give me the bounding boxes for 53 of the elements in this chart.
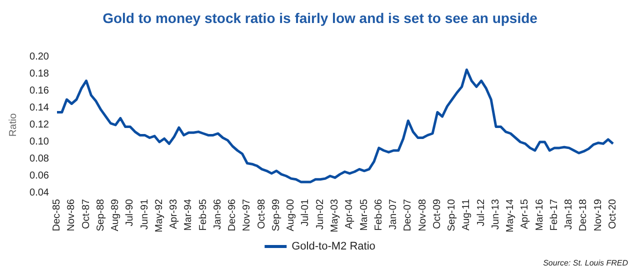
x-tick-label: Feb-95 <box>198 198 209 231</box>
x-tick-label: Mar-94 <box>183 198 194 231</box>
x-tick-label: Apr-93 <box>168 198 180 230</box>
x-tick-label: May-92 <box>154 198 165 232</box>
x-tick-label: Mar-05 <box>358 198 370 231</box>
source-note: Source: St. Louis FRED <box>543 258 628 268</box>
legend-label: Gold-to-M2 Ratio <box>292 240 376 252</box>
x-tick-label: Jul-01 <box>300 198 312 226</box>
y-axis-title: Ratio <box>8 112 20 137</box>
y-tick-label: 0.14 <box>30 102 50 114</box>
x-tick-label: Nov-08 <box>417 198 428 232</box>
x-tick-label: Dec-18 <box>578 198 590 232</box>
x-tick-label: Oct-09 <box>432 198 443 230</box>
x-tick-label: Jun-13 <box>490 198 502 230</box>
x-tick-label: Oct-20 <box>608 198 618 230</box>
x-tick-label: Mar-16 <box>534 198 546 231</box>
x-tick-label: Jun-02 <box>314 198 326 230</box>
x-tick-label: Oct-87 <box>80 198 92 230</box>
x-tick-label: May-03 <box>330 198 340 232</box>
x-tick-label: Feb-06 <box>373 198 384 231</box>
y-tick-label: 0.06 <box>30 170 50 182</box>
x-tick-label: Aug-00 <box>286 198 297 232</box>
x-tick-label: Dec-85 <box>52 198 62 232</box>
x-tick-label: Jan-18 <box>564 198 575 230</box>
x-tick-label: Aug-11 <box>461 198 472 231</box>
y-tick-label: 0.10 <box>30 136 50 148</box>
x-tick-label: Feb-17 <box>548 198 560 231</box>
x-tick-label: Dec-96 <box>227 198 238 232</box>
x-tick-label: May-14 <box>505 198 516 232</box>
x-tick-label: Aug-89 <box>110 198 122 232</box>
x-tick-label: Jan-96 <box>212 198 224 230</box>
x-tick-label: Apr-15 <box>520 198 531 230</box>
x-tick-label: Nov-19 <box>592 198 604 232</box>
x-tick-label: Jul-90 <box>124 198 136 226</box>
line-series <box>56 68 614 184</box>
x-tick-label: Jul-12 <box>476 198 487 226</box>
chart-title: Gold to money stock ratio is fairly low and is set to see an upside <box>102 10 538 26</box>
y-tick-label: 0.04 <box>30 188 50 198</box>
x-tick-label: Jun-91 <box>139 198 150 230</box>
x-tick-label: Jan-07 <box>388 198 400 230</box>
x-tick-label: Dec-07 <box>402 198 414 232</box>
y-tick-label: 0.08 <box>30 154 50 164</box>
x-tick-label: Sep-99 <box>270 198 282 232</box>
x-tick-label: Nov-97 <box>242 198 253 232</box>
y-tick-label: 0.12 <box>30 120 50 130</box>
y-tick-label: 0.20 <box>30 52 50 62</box>
x-tick-label: Sep-10 <box>446 198 458 232</box>
x-tick-label: Apr-04 <box>344 198 356 230</box>
y-tick-label: 0.16 <box>30 86 50 96</box>
y-tick-label: 0.18 <box>30 68 50 80</box>
x-tick-label: Oct-98 <box>256 198 268 230</box>
x-tick-label: Nov-86 <box>66 198 78 232</box>
x-tick-label: Sep-88 <box>95 198 106 232</box>
